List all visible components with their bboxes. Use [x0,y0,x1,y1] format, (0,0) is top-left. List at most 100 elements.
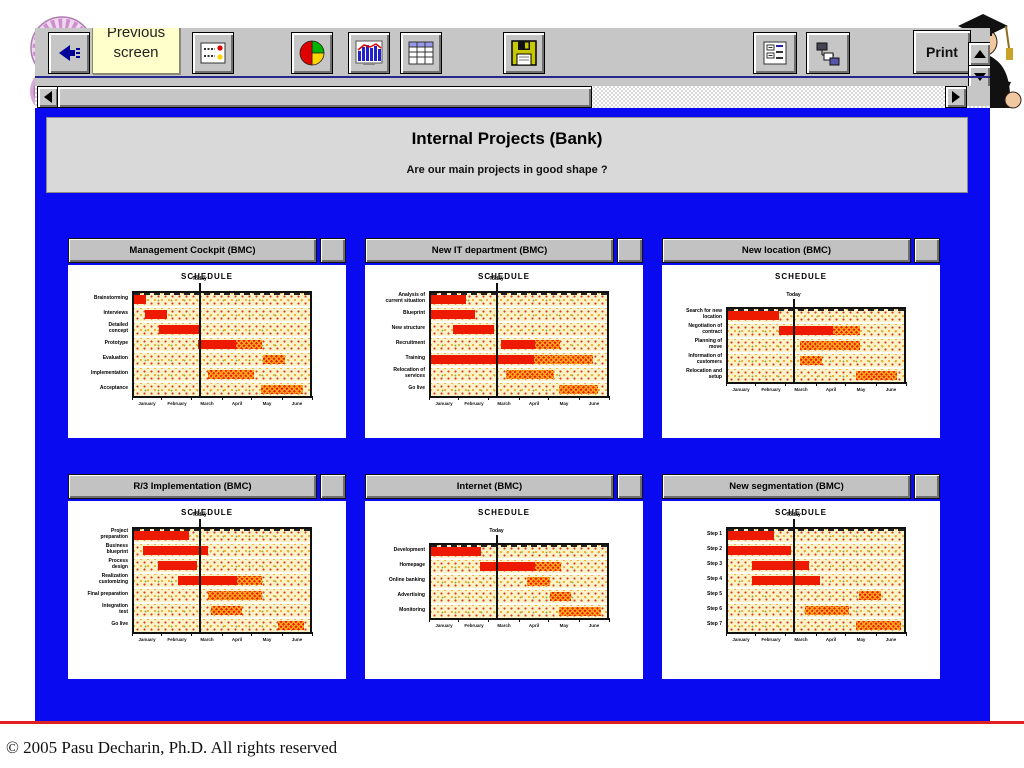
gantt-row [431,590,607,603]
panel-title-button[interactable]: New location (BMC) [662,238,911,263]
gantt-row [431,308,607,321]
axis-tick [281,396,283,400]
panel-card: SCHEDULE Development Homepage Online bankin… [365,501,643,679]
panel-corner-button[interactable] [617,238,643,263]
table-button[interactable] [400,32,442,74]
page-subtitle: Are our main projects in good shape ? [406,164,608,176]
gantt-row [431,338,607,351]
gantt-bar-hatch [526,577,550,586]
month-label: April [825,637,837,642]
gantt-row [431,383,607,396]
gantt-bar-solid [751,561,809,570]
panel-card: SCHEDULE Analysis of current situation Blue… [365,265,643,438]
month-label: May [262,637,272,642]
panel-corner-button[interactable] [617,474,643,499]
project-panel: New IT department (BMC) SCHEDULE Analysis … [365,238,643,438]
panel-title-button[interactable]: Internet (BMC) [365,474,614,499]
today-line [792,299,795,384]
tooltip-line1: Previous [106,28,166,41]
print-button[interactable]: Print [913,30,971,74]
gantt-bar-hatch [549,592,571,601]
gantt-row [728,574,904,587]
axis-tick [755,382,757,386]
scrollbar-thumb[interactable] [57,86,592,108]
gantt-row [728,589,904,602]
app-window: Previous screen [35,28,990,724]
panel-corner-button[interactable] [320,238,346,263]
gantt-plot [726,307,906,384]
gantt-bar-hatch [559,385,599,394]
row-label: Interviews [103,309,128,316]
pie-chart-button[interactable] [291,32,333,74]
scroll-left-button[interactable] [37,86,59,108]
gantt-row [728,619,904,632]
gantt-row [728,529,904,542]
gantt-bar-solid [728,311,780,320]
save-icon [511,40,537,66]
gantt-bar-hatch [236,576,263,585]
axis-tick [548,618,550,622]
save-button[interactable] [503,32,545,74]
bar-chart-icon [355,40,383,65]
row-label: Step 5 [706,590,722,597]
today-label: Today [489,276,504,282]
month-label: January [435,623,453,628]
row-label: Relocation and setup [686,368,722,380]
bar-chart-button[interactable] [348,32,390,74]
axis-tick [488,618,490,622]
panel-card: SCHEDULE Project preparation Business bluepr… [68,501,346,679]
scroll-right-button[interactable] [945,86,967,108]
row-label: Step 4 [706,575,722,582]
panel-title-button[interactable]: R/3 Implementation (BMC) [68,474,317,499]
panel-corner-button[interactable] [320,474,346,499]
month-label: April [825,387,837,392]
axis-tick [518,618,520,622]
gantt-row [431,560,607,573]
options-button[interactable] [192,32,234,74]
panel-card: SCHEDULE Brainstorming Interviews Detailed c… [68,265,346,438]
panel-corner-button[interactable] [914,474,940,499]
hierarchy-button[interactable] [806,32,850,74]
axis-tick [251,632,253,636]
gantt-row [134,368,310,381]
axis-tick [815,382,817,386]
gantt-row-labels: Analysis of current situation Blueprint New… [369,291,429,398]
gantt-bar-solid [501,340,535,349]
panel-title-button[interactable]: New segmentation (BMC) [662,474,911,499]
gantt-row [134,559,310,572]
gantt-row [134,529,310,542]
pie-chart-icon [299,40,325,66]
gantt-bar-hatch [207,370,254,379]
axis-tick [845,382,847,386]
month-axis-labels: January February March April May June [132,637,312,642]
gantt-bar-solid [728,531,774,540]
gantt-bar-hatch [207,591,263,600]
today-line [198,283,201,398]
gantt-bar-hatch [800,341,860,350]
detail-form-button[interactable] [753,32,797,74]
row-label: Final preparation [87,590,128,597]
options-list-icon [200,42,226,64]
gantt-bar-hatch [236,340,263,349]
gantt-row [134,619,310,632]
scroll-up-button[interactable] [968,42,990,66]
panel-title-button[interactable]: Management Cockpit (BMC) [68,238,317,263]
month-label: February [761,637,781,642]
axis-tick [191,632,193,636]
axis-tick [875,632,877,636]
axis-tick [458,396,460,400]
cockpit-content: Internal Projects (Bank) Are our main pr… [35,108,990,724]
scroll-up-icon [973,50,986,58]
row-label: Advertising [397,591,425,598]
panel-corner-button[interactable] [914,238,940,263]
gantt-bar-hatch [263,355,286,364]
back-button[interactable] [48,32,90,74]
panel-title-button[interactable]: New IT department (BMC) [365,238,614,263]
today-label: Today [786,292,801,298]
axis-tick [311,632,313,636]
gantt-bar-solid [431,547,482,556]
horizontal-scrollbar[interactable] [35,86,990,110]
gantt-row [728,559,904,572]
gantt-bar-hatch [859,591,882,600]
